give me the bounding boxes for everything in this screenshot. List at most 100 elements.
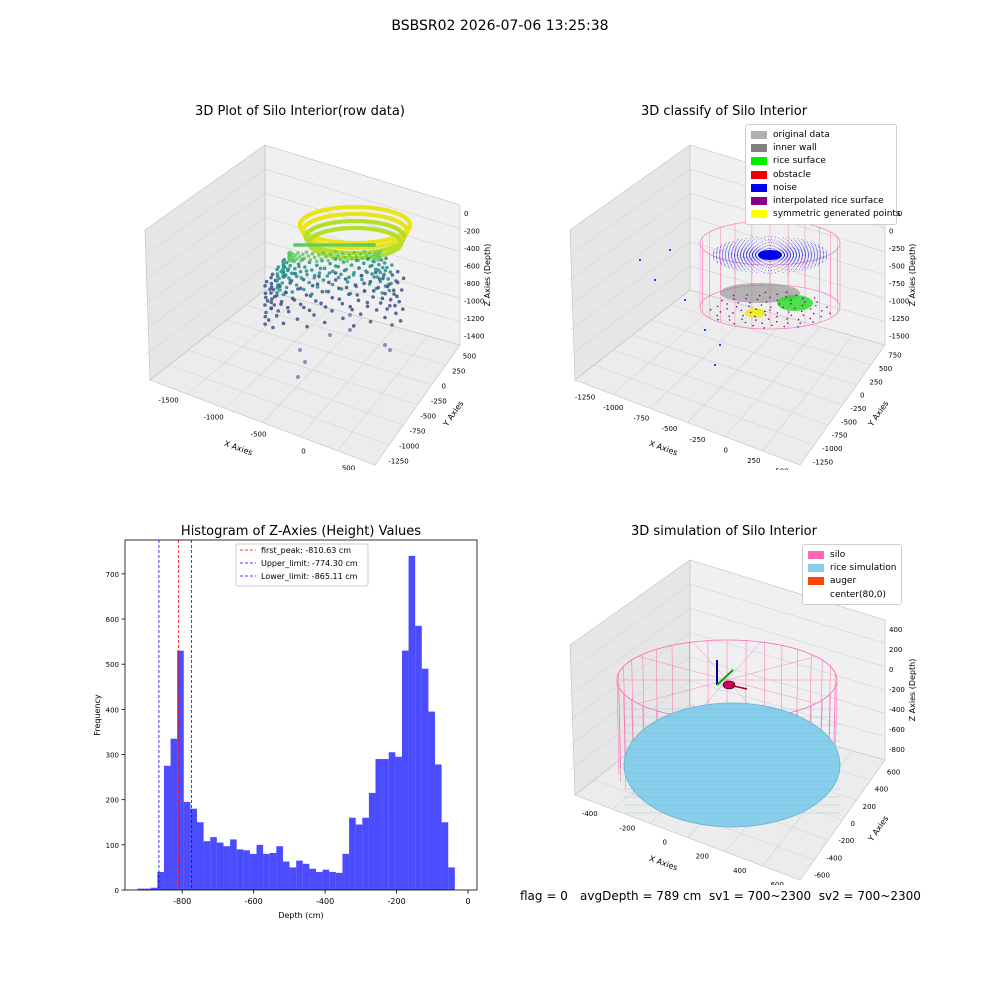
data-point [383, 268, 388, 273]
interpolated-point [756, 298, 759, 301]
interpolated-point [776, 299, 779, 301]
noise-ray [714, 255, 763, 261]
legend-item: obstacle [751, 168, 891, 181]
interpolated-point [786, 322, 789, 324]
data-point [357, 266, 361, 270]
data-point [263, 295, 268, 300]
legend-label: Upper_limit: -774.30 cm [261, 559, 358, 568]
data-point [269, 275, 273, 280]
noise-point [654, 279, 656, 281]
data-point [380, 296, 385, 301]
data-point [312, 313, 316, 317]
legend-label: rice simulation [830, 562, 897, 573]
interpolated-point [765, 301, 768, 303]
grid-line [569, 265, 691, 356]
interpolated-point [809, 308, 812, 310]
noise-ray [775, 256, 812, 269]
interpolated-point [746, 294, 748, 296]
noise-ray [737, 238, 766, 253]
data-point [362, 250, 367, 254]
data-point [339, 272, 343, 277]
raw-3d-plot[interactable]: -1500 -1000 -500 0 500 500 250 0 -250 -500 -750 -10… [130, 130, 500, 470]
data-point [385, 284, 390, 289]
noise-ray [773, 237, 796, 253]
y-tick-label: 600 [887, 769, 900, 777]
interpolated-point [790, 314, 793, 317]
data-point [310, 268, 314, 272]
noise-ray [777, 249, 826, 255]
data-point [322, 266, 327, 271]
histogram-bar [316, 871, 323, 890]
interpolated-point [716, 314, 719, 317]
histogram-bar [230, 839, 237, 890]
data-point [377, 277, 382, 281]
data-point [270, 272, 275, 277]
x-tick-label: -1000 [203, 414, 223, 422]
interpolated-point [758, 294, 761, 297]
data-point [384, 256, 388, 261]
legend-item: inner wall [751, 141, 891, 154]
data-point [263, 303, 267, 307]
interpolated-point [826, 306, 828, 308]
x-tick-label: -600 [245, 897, 263, 906]
data-point [292, 271, 297, 276]
grid-line [689, 608, 886, 667]
histogram-bar [170, 738, 178, 890]
data-point [371, 289, 376, 293]
data-point [340, 301, 345, 306]
noise-ray [777, 253, 828, 256]
data-point [393, 303, 397, 308]
simulation-3d-plot[interactable]: -400 -200 0 200 400 600 600 400 200 0 -200 -400 -600… [555, 545, 925, 885]
grid-line [144, 241, 266, 331]
data-point [264, 279, 269, 284]
grid-line [144, 265, 266, 356]
interpolated-point [732, 294, 735, 297]
data-point [324, 254, 328, 259]
interpolated-point [820, 315, 822, 318]
classify-plot-title: 3D classify of Silo Interior [640, 104, 808, 119]
histogram-chart[interactable]: -800 -600 -400 -200 0 0 100 200 300 400 500 600 700 D… [80, 530, 500, 920]
x-tick-label: 200 [696, 853, 709, 861]
data-point [369, 255, 373, 259]
data-point [298, 348, 302, 352]
data-point [383, 291, 387, 296]
z-tick-label: -800 [889, 746, 905, 754]
noise-point [684, 299, 686, 301]
interpolated-point [709, 309, 712, 311]
interpolated-point [769, 309, 771, 311]
y-tick-label: 500 [106, 661, 119, 669]
interpolated-point [726, 303, 728, 305]
interpolated-point [749, 301, 751, 304]
histogram-bar [335, 872, 343, 890]
histogram-bar [401, 650, 409, 890]
data-point [310, 251, 315, 256]
grid-line [144, 193, 266, 281]
x-tick-label: -200 [619, 824, 635, 832]
data-point [270, 297, 274, 301]
data-point [330, 269, 335, 274]
grid-line [569, 217, 691, 306]
legend-label: center(80,0) [830, 589, 887, 600]
y-tick-label: 300 [106, 752, 119, 760]
data-point [276, 309, 281, 313]
data-point [336, 275, 341, 280]
data-point [285, 268, 290, 273]
interpolated-point [755, 319, 757, 321]
data-point [401, 276, 406, 281]
interpolated-point [797, 325, 799, 328]
grid-line [569, 608, 691, 696]
interpolated-point [786, 318, 788, 320]
interpolated-point [761, 322, 763, 324]
interpolated-point [733, 298, 735, 300]
data-point [281, 264, 286, 268]
data-point [354, 258, 359, 263]
interpolated-point [785, 296, 787, 298]
interpolated-point [804, 301, 806, 303]
data-point [290, 290, 295, 294]
interpolated-point [737, 301, 740, 304]
legend-label: first_peak: -810.63 cm [261, 546, 351, 555]
y-tick-label: 100 [106, 842, 119, 850]
data-point [294, 283, 299, 287]
data-point [323, 305, 328, 309]
noise-ray [714, 249, 763, 255]
